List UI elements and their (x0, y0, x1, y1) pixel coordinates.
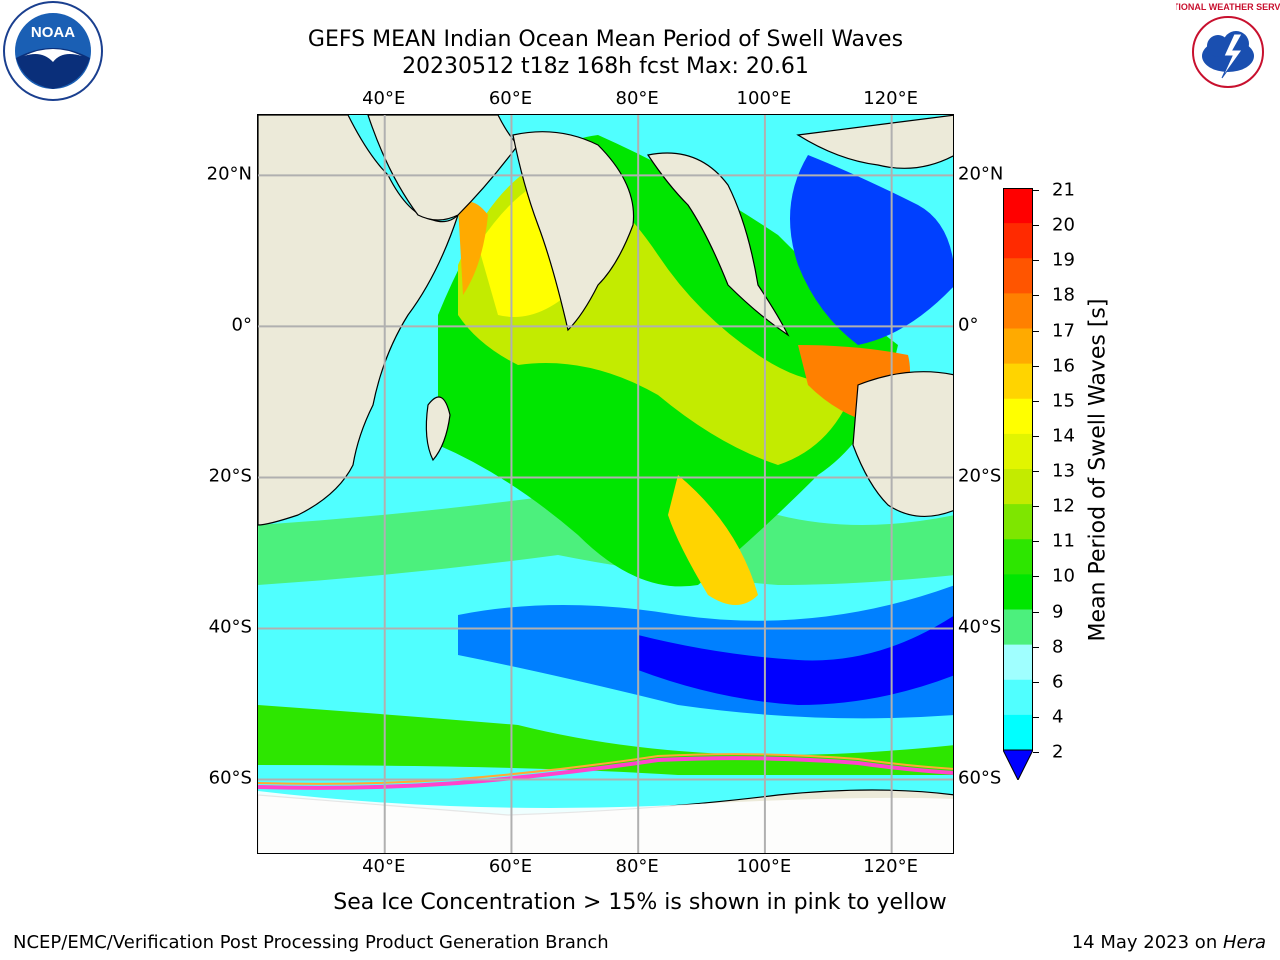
colorbar-segment (1003, 328, 1033, 365)
colorbar-tick (1033, 646, 1039, 648)
sea-ice (258, 791, 953, 853)
colorbar-label: 9 (1052, 601, 1064, 622)
colorbar-tick (1033, 295, 1039, 297)
colorbar-label: 19 (1052, 249, 1075, 271)
producer-credit: NCEP/EMC/Verification Post Processing Pr… (13, 932, 609, 953)
colorbar-segment (1003, 188, 1033, 224)
svg-text:NATIONAL WEATHER SERVICE: NATIONAL WEATHER SERVICE (1176, 2, 1280, 12)
lat-tick-right: 20°N (958, 163, 1004, 185)
colorbar-frame (1003, 188, 1033, 751)
colorbar-tick (1033, 435, 1039, 437)
colorbar-segment (1003, 609, 1033, 646)
lon-tick-top: 40°E (362, 88, 406, 109)
south-plume (668, 475, 758, 605)
lat-tick-left: 60°S (208, 767, 252, 789)
lon-tick-top: 60°E (488, 88, 533, 109)
lon-tick-top: 100°E (736, 88, 792, 109)
lat-tick-left: 20°S (208, 465, 252, 487)
map-subtitle: 20230512 t18z 168h fcst Max: 20.61 (402, 54, 809, 79)
colorbar-label: 16 (1052, 355, 1075, 377)
colorbar-title: Mean Period of Swell Waves [s] (1085, 298, 1111, 642)
colorbar-label: 15 (1052, 390, 1075, 412)
map-title: GEFS MEAN Indian Ocean Mean Period of Sw… (307, 27, 904, 52)
colorbar-tick (1033, 225, 1039, 227)
colorbar-extend-arrow (1002, 749, 1034, 782)
colorbar-segment (1003, 363, 1033, 400)
lat-tick-left: 40°S (208, 616, 252, 638)
lat-tick-left: 0° (231, 314, 252, 336)
graticule (258, 115, 953, 853)
lat-tick-right: 20°S (958, 465, 1002, 487)
lat-tick-right: 40°S (958, 616, 1002, 638)
colorbar-segment (1003, 433, 1033, 470)
colorbar-segment (1003, 644, 1033, 681)
colorbar-segment (1003, 714, 1033, 751)
lowest-period-region (638, 616, 953, 705)
colorbar-tick (1033, 576, 1039, 578)
colorbar-segment (1003, 258, 1033, 294)
lon-tick-bottom: 80°E (615, 856, 659, 877)
svg-text:NOAA: NOAA (31, 24, 75, 41)
colorbar-tick (1033, 752, 1039, 753)
colorbar-segment (1003, 469, 1033, 505)
colorbar-segment (1003, 293, 1033, 329)
lat-tick-right: 60°S (958, 767, 1002, 789)
colorbar-tick (1033, 260, 1039, 262)
colorbar-tick (1033, 365, 1039, 367)
host-name: Hera (1222, 932, 1266, 953)
colorbar-tick (1033, 471, 1039, 472)
colorbar-tick (1033, 330, 1039, 332)
colorbar-label: 14 (1052, 425, 1075, 447)
colorbar-segment (1003, 539, 1033, 575)
colorbar-label: 21 (1052, 179, 1075, 201)
colorbar-tick (1033, 190, 1039, 191)
colorbar-tick (1033, 611, 1039, 613)
colorbar-segment (1003, 398, 1033, 435)
colorbar-label: 2 (1052, 741, 1064, 763)
colorbar-tick (1033, 506, 1039, 508)
colorbar-segment (1003, 504, 1033, 540)
colorbar-label: 8 (1052, 636, 1064, 658)
sea-ice-note: Sea Ice Concentration > 15% is shown in … (333, 890, 947, 915)
colorbar-segment (1003, 574, 1033, 610)
generation-date: 14 May 2023 on Hera (1071, 932, 1266, 953)
swell-period-map[interactable] (257, 114, 954, 854)
lat-tick-right: 0° (958, 314, 979, 336)
lon-tick-bottom: 120°E (863, 856, 918, 877)
colorbar-label: 12 (1052, 495, 1075, 517)
colorbar-label: 18 (1052, 284, 1075, 306)
maritime-asia-region (790, 155, 953, 345)
colorbar-label: 4 (1052, 706, 1064, 728)
colorbar-label: 11 (1052, 530, 1075, 552)
noaa-logo: NOAA (2, 0, 104, 102)
colorbar (1002, 188, 1034, 782)
lon-tick-bottom: 60°E (488, 856, 533, 877)
lon-tick-bottom: 100°E (736, 856, 792, 877)
nws-logo: NATIONAL WEATHER SERVICE (1161, 0, 1280, 104)
colorbar-label: 20 (1052, 214, 1075, 236)
colorbar-label: 10 (1052, 565, 1075, 587)
colorbar-segment (1003, 679, 1033, 716)
colorbar-label: 6 (1052, 671, 1064, 693)
colorbar-segment (1003, 223, 1033, 259)
colorbar-tick (1033, 681, 1039, 683)
lon-tick-bottom: 40°E (362, 856, 406, 877)
colorbar-tick (1033, 716, 1039, 718)
colorbar-label: 17 (1052, 320, 1075, 341)
lat-tick-left: 20°N (206, 163, 252, 185)
lon-tick-top: 120°E (863, 88, 918, 109)
lon-tick-top: 80°E (615, 88, 659, 109)
colorbar-tick (1033, 400, 1039, 402)
arabian-sea-high-period (458, 201, 488, 295)
colorbar-tick (1033, 541, 1039, 543)
colorbar-label: 13 (1052, 460, 1075, 482)
